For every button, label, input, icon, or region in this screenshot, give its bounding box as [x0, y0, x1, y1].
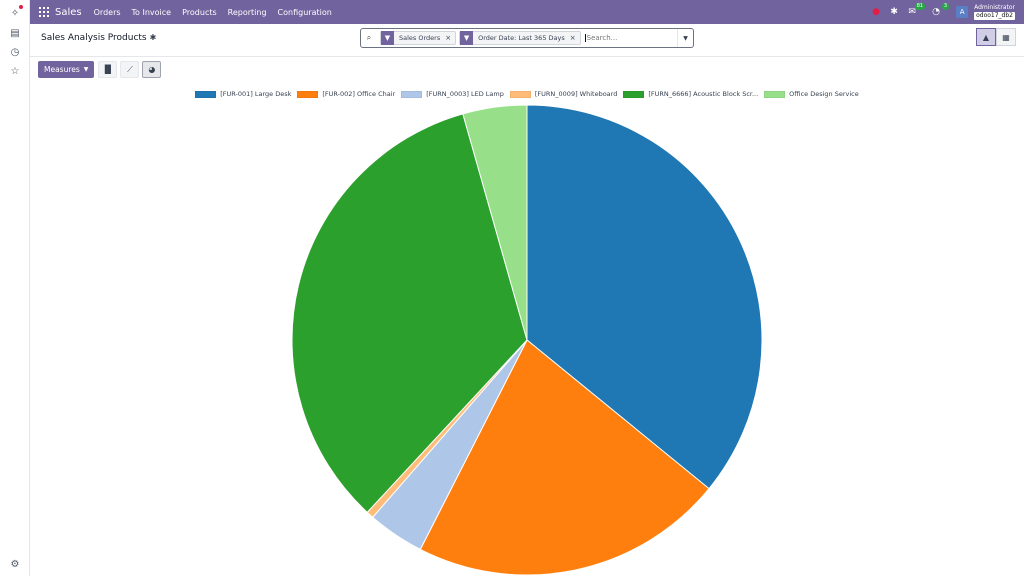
graph-toolbar: Measures ▼ ▐▌ ⟋ ◕	[38, 61, 162, 78]
activities-badge: 3	[941, 3, 950, 10]
legend-swatch	[401, 90, 423, 98]
graph-view-button[interactable]: ▲	[976, 28, 996, 46]
view-switcher: ▲ ▦	[976, 28, 1016, 46]
database-name: odoo17_db2	[974, 12, 1015, 20]
caret-down-icon: ▼	[83, 66, 89, 73]
user-name: Administrator	[974, 4, 1015, 11]
legend-swatch	[509, 90, 531, 98]
pivot-view-button[interactable]: ▦	[996, 28, 1016, 46]
messages-badge: 81	[914, 3, 926, 10]
measures-label: Measures	[44, 65, 80, 74]
legend-swatch	[297, 90, 319, 98]
facet-sales-orders: ▼ Sales Orders ×	[380, 31, 457, 45]
avatar[interactable]: A	[956, 6, 969, 18]
clock-icon[interactable]: ◷	[10, 46, 20, 58]
notification-dot	[19, 5, 23, 9]
pie-slice[interactable]	[291, 113, 528, 514]
apps-menu-icon[interactable]	[39, 7, 49, 17]
menu-to-invoice[interactable]: To Invoice	[131, 7, 172, 17]
measures-button[interactable]: Measures ▼	[38, 61, 95, 78]
page-title-text: Sales Analysis Products	[41, 33, 147, 43]
bug-icon[interactable]: ✱	[890, 7, 898, 17]
facet-remove-icon[interactable]: ×	[569, 34, 576, 42]
navbar-systray: ● ✱ ✉ 81 ◔ 3 A Administrator odoo17_db2	[864, 0, 1015, 24]
legend-item[interactable]: [FUR-002] Office Chair	[297, 90, 395, 98]
legend-item[interactable]: [FURN_0003] LED Lamp	[401, 90, 504, 98]
pie-slice[interactable]	[419, 339, 710, 576]
star-icon[interactable]: ☆	[10, 65, 20, 77]
legend-item[interactable]: [FURN_0009] Whiteboard	[509, 90, 618, 98]
facet-label: Order Date: Last 365 Days	[478, 34, 565, 42]
user-menu[interactable]: Administrator odoo17_db2	[974, 4, 1015, 20]
pie-slice[interactable]	[462, 104, 528, 341]
chart-legend: [FUR-001] Large Desk [FUR-002] Office Cha…	[0, 90, 1024, 98]
menu-orders[interactable]: Orders	[93, 7, 121, 17]
pie-chart-button[interactable]: ◕	[142, 61, 162, 78]
record-icon[interactable]: ●	[872, 7, 881, 17]
legend-label: [FURN_6666] Acoustic Block Scr...	[648, 90, 759, 98]
control-panel: Sales Analysis Products ✱ ⌕ ▼ Sales Order…	[30, 24, 1024, 57]
pie-chart-svg	[291, 104, 763, 576]
app-brand[interactable]: Sales	[55, 6, 82, 18]
legend-item[interactable]: [FURN_6666] Acoustic Block Scr...	[623, 90, 758, 98]
document-icon[interactable]: ▤	[10, 27, 20, 39]
facet-remove-icon[interactable]: ×	[445, 34, 452, 42]
menu-products[interactable]: Products	[182, 7, 217, 17]
menu-reporting[interactable]: Reporting	[227, 7, 267, 17]
legend-swatch	[195, 90, 217, 98]
legend-label: [FURN_0003] LED Lamp	[426, 90, 504, 98]
main-menu: Orders To Invoice Products Reporting Con…	[94, 8, 343, 17]
search-input[interactable]	[584, 34, 685, 42]
bar-chart-button[interactable]: ▐▌	[98, 61, 118, 78]
top-navbar: Sales Orders To Invoice Products Reporti…	[30, 0, 1024, 24]
gear-icon[interactable]: ✱	[149, 33, 157, 42]
search-options-toggle[interactable]: ▼	[677, 29, 693, 47]
legend-swatch	[623, 90, 645, 98]
legend-label: [FUR-002] Office Chair	[322, 90, 396, 98]
activities-icon[interactable]: ◔ 3	[932, 3, 950, 17]
legend-swatch	[764, 90, 786, 98]
page-title: Sales Analysis Products ✱	[41, 33, 156, 43]
menu-configuration[interactable]: Configuration	[277, 7, 332, 17]
facet-label: Sales Orders	[399, 34, 441, 42]
settings-icon[interactable]: ⚙	[10, 558, 20, 570]
legend-item[interactable]: [FUR-001] Large Desk	[195, 90, 291, 98]
search-icon[interactable]: ⌕	[366, 33, 372, 42]
line-chart-button[interactable]: ⟋	[120, 61, 140, 78]
pie-slice[interactable]	[526, 104, 763, 490]
legend-label: Office Design Service	[789, 90, 859, 98]
filter-icon: ▼	[381, 31, 394, 45]
sparkle-icon[interactable]: ✧	[8, 5, 23, 20]
legend-label: [FUR-001] Large Desk	[220, 90, 292, 98]
messages-icon[interactable]: ✉ 81	[908, 3, 926, 17]
pie-chart	[290, 102, 764, 576]
facet-order-date: ▼ Order Date: Last 365 Days ×	[459, 31, 581, 45]
search-bar: ⌕ ▼ Sales Orders × ▼ Order Date: Last 36…	[360, 28, 694, 48]
system-sidebar: ✧ ▤ ◷ ☆ ⚙	[0, 0, 30, 576]
legend-label: [FURN_0009] Whiteboard	[534, 90, 618, 98]
filter-icon: ▼	[460, 31, 474, 45]
legend-item[interactable]: Office Design Service	[764, 90, 859, 98]
